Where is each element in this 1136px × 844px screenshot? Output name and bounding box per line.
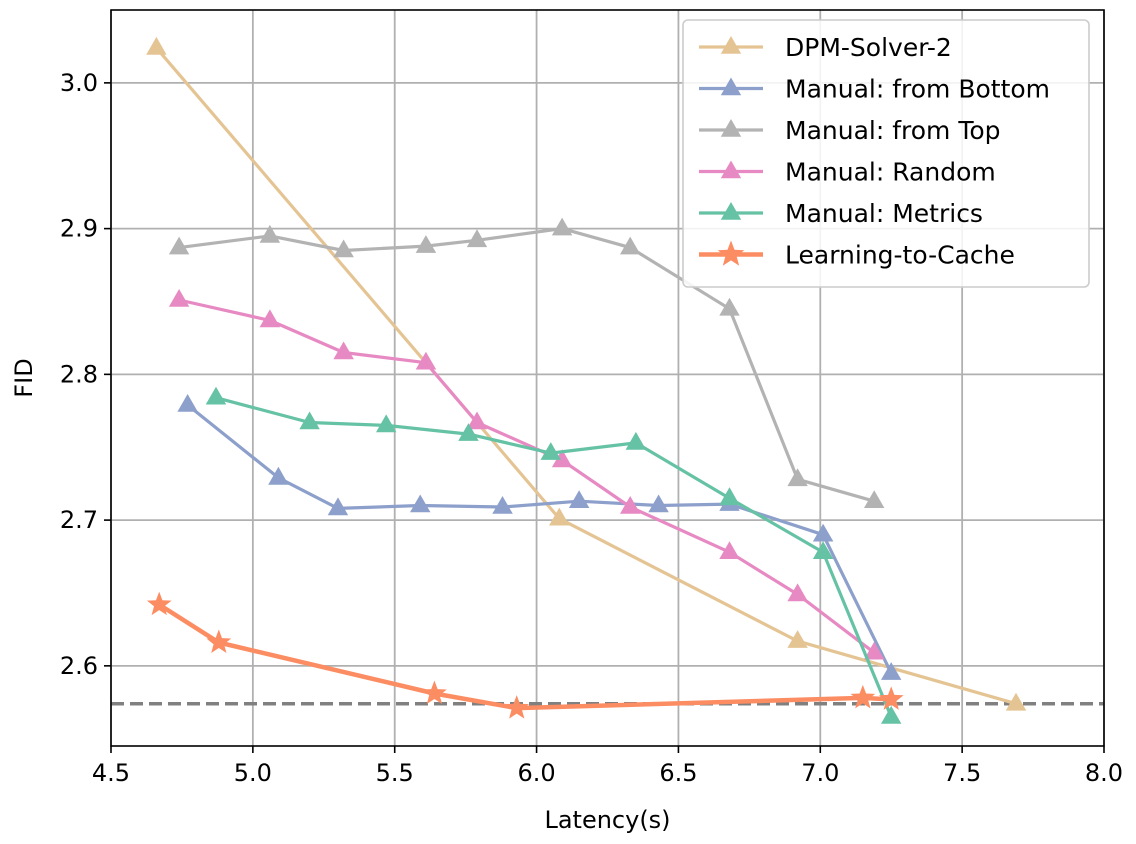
data-point-manual-from-top: [719, 297, 740, 316]
data-point-manual-random: [620, 496, 641, 514]
data-point-manual-random: [551, 449, 573, 468]
data-point-manual-metrics: [719, 487, 740, 506]
data-point-manual-from-top: [259, 224, 281, 243]
legend-box: [682, 19, 1090, 288]
legend-marker-swatch: [720, 36, 742, 54]
data-point-manual-metrics: [881, 705, 902, 724]
data-point-manual-metrics: [540, 442, 561, 460]
legend-marker-swatch: [717, 240, 745, 266]
data-point-manual-random: [333, 341, 354, 360]
data-point-manual-from-bottom: [568, 490, 590, 508]
legend-label: Manual: Random: [785, 158, 996, 187]
data-point-manual-metrics: [812, 541, 834, 559]
data-point-manual-from-top: [466, 229, 488, 248]
series-manual-from-top: [168, 217, 885, 508]
plot-frame: [110, 9, 1105, 747]
data-point-manual-from-top: [333, 239, 354, 258]
x-tick-label: 5.5: [376, 759, 414, 787]
data-point-manual-from-top: [551, 217, 573, 236]
legend-label: Learning-to-Cache: [785, 241, 1015, 270]
x-axis-label: Latency(s): [544, 806, 670, 834]
x-tick-label: 5.0: [234, 759, 272, 787]
data-point-dpm-solver-2: [787, 630, 808, 648]
legend-label: Manual: from Top: [785, 116, 1001, 145]
x-tick-label: 8.0: [1085, 759, 1123, 787]
data-point-manual-from-top: [787, 468, 808, 487]
data-point-manual-from-top: [415, 235, 437, 253]
y-tick-label: 2.9: [60, 215, 98, 243]
y-tick-label: 2.8: [60, 360, 98, 388]
legend-entry-dpm-solver-2: DPM-Solver-2: [699, 33, 952, 62]
legend-entry-manual-random: Manual: Random: [699, 158, 996, 187]
series-manual-random: [168, 289, 885, 660]
data-point-manual-from-bottom: [881, 662, 902, 680]
data-point-manual-from-bottom: [177, 394, 198, 412]
legend-entry-manual-from-bottom: Manual: from Bottom: [699, 75, 1050, 104]
data-point-manual-from-top: [620, 236, 641, 255]
x-tick-label: 6.0: [517, 759, 555, 787]
series-line-manual-from-bottom: [186, 403, 893, 674]
data-point-manual-from-bottom: [812, 523, 834, 542]
data-point-learning-to-cache: [422, 680, 447, 704]
data-point-manual-random: [466, 411, 488, 430]
legend-marker-swatch: [720, 119, 742, 137]
legend-marker-swatch: [720, 160, 742, 179]
x-tick-label: 7.0: [801, 759, 839, 787]
data-point-manual-from-bottom: [410, 494, 431, 513]
x-tick-label: 6.5: [659, 759, 697, 787]
x-tick-label: 4.5: [92, 759, 130, 787]
data-point-manual-from-bottom: [268, 466, 289, 485]
legend-entry-manual-metrics: Manual: Metrics: [699, 199, 983, 228]
data-point-manual-random: [864, 641, 885, 660]
y-axis-label: FID: [10, 358, 38, 397]
legend-label: Manual: from Bottom: [785, 75, 1050, 104]
data-point-manual-random: [719, 541, 740, 559]
data-point-dpm-solver-2: [146, 36, 167, 55]
series-manual-from-bottom: [177, 394, 902, 680]
data-point-manual-random: [259, 309, 281, 328]
series-manual-metrics: [205, 386, 902, 724]
data-point-manual-from-bottom: [327, 497, 349, 516]
series-learning-to-cache: [146, 591, 904, 719]
data-point-manual-metrics: [458, 423, 479, 441]
series-line-manual-from-top: [178, 227, 875, 503]
data-point-manual-metrics: [376, 414, 397, 433]
data-point-learning-to-cache: [878, 686, 904, 710]
data-point-learning-to-cache: [146, 591, 172, 616]
y-tick-label: 2.6: [60, 652, 98, 680]
legend-entry-learning-to-cache: Learning-to-Cache: [699, 240, 1015, 270]
data-point-manual-from-bottom: [492, 496, 513, 514]
y-tick-label: 2.7: [60, 506, 98, 534]
data-point-manual-metrics: [299, 411, 320, 430]
x-tick-label: 7.5: [943, 759, 981, 787]
series-line-manual-random: [178, 298, 876, 654]
data-point-learning-to-cache: [504, 695, 530, 719]
data-point-manual-random: [168, 289, 190, 307]
data-point-manual-from-top: [168, 236, 190, 255]
data-point-manual-from-top: [864, 490, 885, 508]
series-dpm-solver-2: [146, 36, 1027, 711]
data-point-dpm-solver-2: [1005, 692, 1027, 711]
series-group: [146, 36, 1027, 724]
data-point-dpm-solver-2: [549, 507, 570, 526]
data-point-learning-to-cache: [206, 629, 232, 653]
legend-label: DPM-Solver-2: [785, 33, 952, 62]
data-point-manual-random: [787, 583, 808, 602]
legend-marker-swatch: [720, 202, 742, 220]
legend-label: Manual: Metrics: [785, 199, 983, 228]
legend-marker-swatch: [720, 77, 742, 96]
series-line-dpm-solver-2: [155, 46, 1017, 706]
axis-ticks: 4.5 5.0 5.5 6.0 6.5 7.0 7.5 8.0 2.6 2.7 2.8 2.9 3.0: [60, 69, 1123, 787]
data-point-manual-from-bottom: [648, 494, 669, 513]
legend: DPM-Solver-2 Manual: from Bottom Manual: f…: [682, 19, 1090, 288]
legend-entry-manual-from-top: Manual: from Top: [699, 116, 1001, 145]
data-point-manual-random: [415, 351, 437, 370]
y-tick-label: 3.0: [60, 69, 98, 97]
data-point-manual-metrics: [625, 431, 647, 450]
data-point-manual-metrics: [205, 386, 227, 405]
data-point-learning-to-cache: [850, 684, 876, 709]
